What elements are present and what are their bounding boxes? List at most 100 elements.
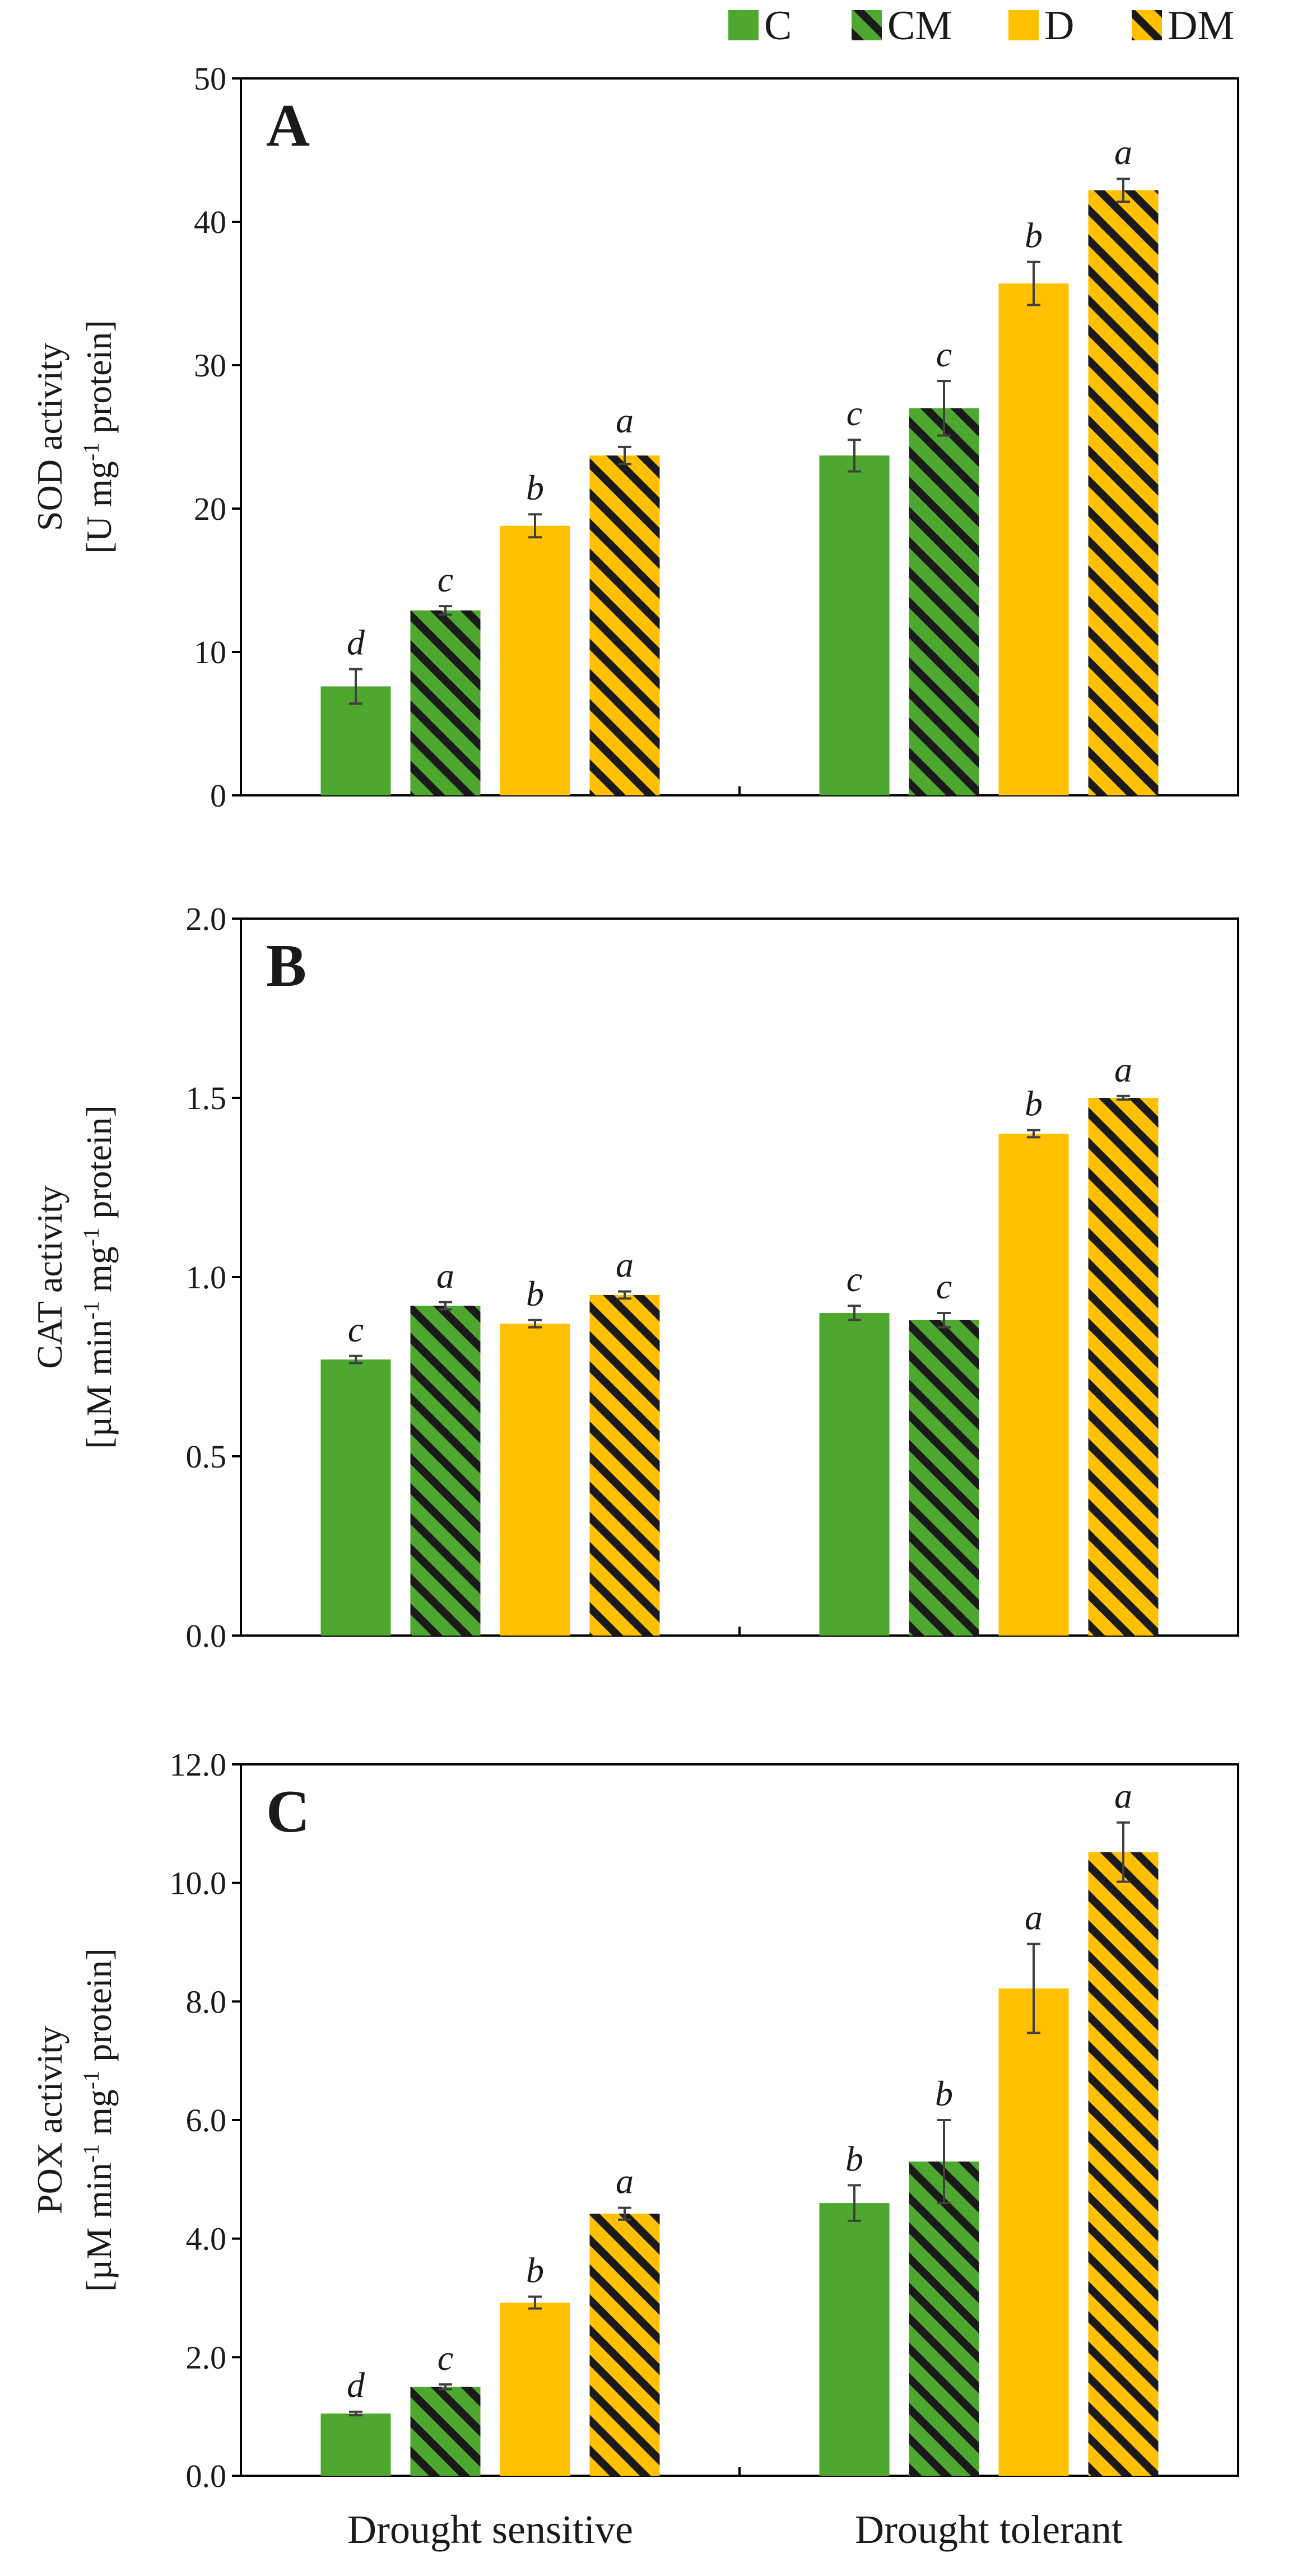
- bar-cm-sensitive: [410, 1306, 481, 1636]
- panel-letter-c: C: [266, 1778, 310, 1845]
- significance-letter: c: [936, 1266, 952, 1306]
- error-bar: [848, 1305, 861, 1321]
- x-category-label: Drought tolerant: [855, 2507, 1123, 2552]
- legend-swatch-c: [728, 10, 759, 40]
- legend-swatch-cm: [852, 10, 882, 40]
- significance-letter: b: [1025, 216, 1043, 255]
- x-category-label: Drought sensitive: [347, 2507, 633, 2552]
- y-tick-label: 1.0: [186, 1259, 227, 1296]
- y-tick-label: 2.0: [186, 901, 227, 937]
- legend: C CM D DM: [728, 3, 1234, 49]
- bar-dm-tolerant: [1088, 190, 1159, 796]
- error-bar: [1027, 1943, 1040, 2034]
- bar-cm-sensitive: [410, 2387, 481, 2476]
- bar-d-sensitive: [500, 1324, 570, 1636]
- error-bar: [349, 2410, 362, 2417]
- y-tick-label: 10.0: [170, 1865, 227, 1902]
- error-bar: [937, 2119, 951, 2205]
- significance-letter: b: [526, 2250, 544, 2290]
- error-bar: [937, 380, 951, 437]
- bar-d-sensitive: [500, 2302, 570, 2476]
- error-bar: [528, 513, 542, 539]
- significance-letter: a: [1114, 132, 1132, 172]
- panel-letter-a: A: [266, 92, 310, 159]
- bar-c-tolerant: [819, 455, 890, 795]
- legend-label-dm: DM: [1168, 3, 1234, 49]
- y-tick-label: 30: [194, 347, 226, 384]
- error-bar: [439, 2383, 452, 2391]
- bar-cm-sensitive: [410, 610, 481, 795]
- bar-c-tolerant: [819, 2203, 890, 2476]
- significance-letter: d: [347, 623, 365, 663]
- error-bar: [618, 1290, 631, 1300]
- y-axis-label: CAT activity[µM min-1 mg-1 protein]: [30, 1105, 119, 1449]
- significance-letter: c: [438, 560, 453, 599]
- error-bar: [1027, 260, 1040, 306]
- y-tick-label: 4.0: [186, 2221, 227, 2257]
- significance-letter: c: [936, 334, 952, 374]
- legend-label-cm: CM: [887, 3, 952, 49]
- y-tick-label: 12.0: [170, 1746, 227, 1783]
- panel-letter-b: B: [266, 933, 306, 999]
- bar-dm-sensitive: [589, 2214, 660, 2476]
- significance-letter: a: [1114, 1050, 1132, 1089]
- significance-letter: a: [616, 2162, 634, 2201]
- y-tick-label: 1.5: [186, 1080, 227, 1116]
- panel-c: 0.0 2.0 4.0 6.0 8.0 10.0 12.0 POX activity[µM m…: [30, 1746, 1239, 2552]
- significance-letter: b: [1025, 1084, 1043, 1124]
- y-tick-label: 50: [194, 60, 226, 97]
- bar-dm-tolerant: [1088, 1852, 1159, 2476]
- significance-letter: c: [438, 2338, 453, 2378]
- legend-swatch-d: [1008, 10, 1039, 40]
- bar-cm-tolerant: [909, 2162, 979, 2476]
- chart-panels: 0 10 20 30 40 50 SOD activity [U mg-1 protein] A…: [30, 60, 1239, 2552]
- bar-c-sensitive: [320, 1359, 391, 1636]
- legend-swatch-dm: [1132, 10, 1162, 40]
- significance-letter: b: [845, 2139, 863, 2178]
- error-bar: [528, 1319, 542, 1329]
- error-bar: [1027, 1129, 1040, 1139]
- significance-letter: c: [847, 1259, 862, 1299]
- significance-letter: a: [436, 1256, 454, 1296]
- bar-cm-tolerant: [909, 1320, 979, 1636]
- error-bar: [618, 445, 631, 465]
- legend-label-c: C: [764, 3, 792, 49]
- y-tick-label: 6.0: [186, 2102, 227, 2139]
- y-tick-label: 10: [194, 634, 226, 670]
- y-tick-label: 0: [210, 777, 226, 814]
- y-axis-label: POX activity[µM min-1 mg-1 protein]: [30, 1948, 119, 2292]
- y-tick-label: 0.0: [186, 2458, 227, 2494]
- error-bar: [1117, 178, 1130, 203]
- panel-b: 0.0 0.5 1.0 1.5 2.0 CAT activity[µM min-1 mg-…: [30, 901, 1239, 1654]
- significance-letter: a: [1025, 1898, 1043, 1937]
- error-bar: [349, 1354, 362, 1364]
- bar-d-tolerant: [998, 283, 1069, 796]
- error-bar: [848, 439, 861, 473]
- error-bar: [937, 1312, 951, 1329]
- significance-letter: c: [348, 1310, 364, 1349]
- error-bar: [848, 2184, 861, 2222]
- error-bar: [528, 2295, 542, 2310]
- bar-d-sensitive: [500, 525, 570, 795]
- y-tick-label: 0.5: [186, 1438, 227, 1475]
- panel-a: 0 10 20 30 40 50 SOD activity [U mg-1 protein] A…: [30, 60, 1239, 814]
- significance-letter: a: [1114, 1776, 1132, 1816]
- bar-c-tolerant: [819, 1313, 890, 1636]
- bar-dm-sensitive: [589, 1295, 660, 1636]
- significance-letter: b: [935, 2074, 953, 2113]
- bar-d-tolerant: [998, 1988, 1069, 2476]
- error-bar: [1117, 1821, 1130, 1883]
- significance-letter: d: [347, 2365, 365, 2405]
- significance-letter: a: [616, 1245, 634, 1285]
- y-tick-label: 8.0: [186, 1983, 227, 2020]
- significance-letter: b: [526, 1274, 544, 1313]
- bar-dm-tolerant: [1088, 1098, 1159, 1636]
- y-tick-label: 0.0: [186, 1618, 227, 1654]
- bar-d-tolerant: [998, 1134, 1069, 1636]
- significance-letter: c: [847, 393, 862, 433]
- bar-cm-tolerant: [909, 408, 979, 795]
- bar-dm-sensitive: [589, 455, 660, 795]
- y-tick-label: 20: [194, 491, 226, 527]
- y-tick-label: 2.0: [186, 2339, 227, 2375]
